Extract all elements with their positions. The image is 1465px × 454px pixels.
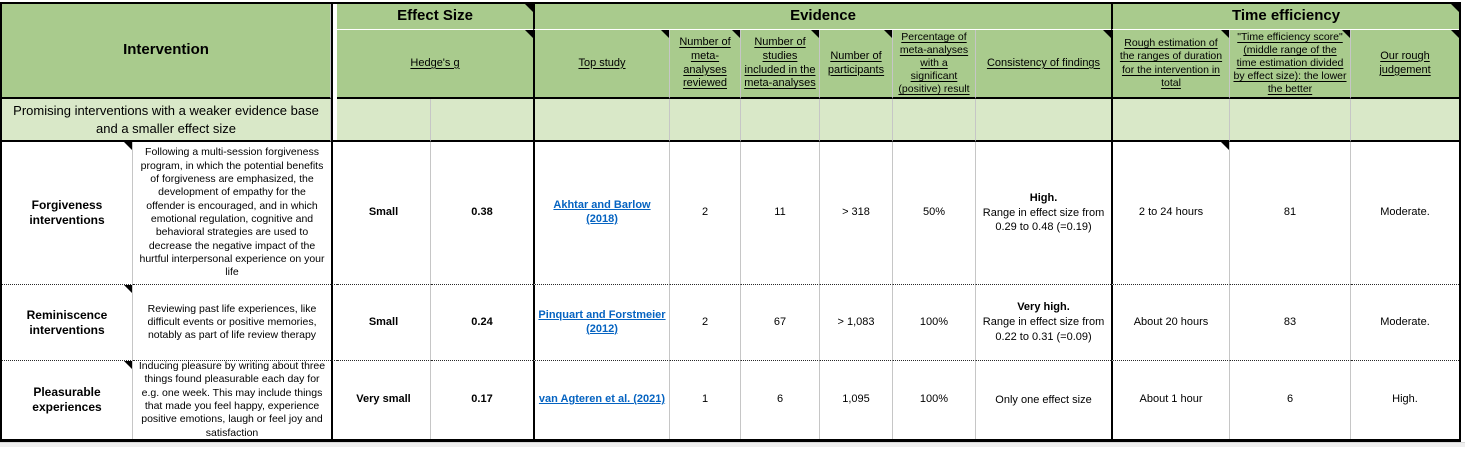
header-duration[interactable]: Rough estimation of the ranges of durati… [1111, 30, 1230, 99]
section-cell[interactable] [893, 99, 976, 142]
cell-row2-duration[interactable]: About 20 hours [1111, 285, 1230, 361]
comment-indicator-icon [525, 4, 533, 12]
comment-indicator-icon [1221, 142, 1229, 150]
top-study-link[interactable]: Akhtar and Barlow (2018) [553, 199, 651, 225]
cell-row1-description[interactable]: Following a multi-session forgiveness pr… [133, 142, 331, 285]
sheet-area-below-table [0, 442, 1465, 447]
cell-row2-consistency[interactable]: Very high. Range in effect size from 0.2… [976, 285, 1111, 361]
cell-row3-percentage[interactable]: 100% [893, 361, 976, 439]
section-cell[interactable] [431, 99, 533, 142]
header-group-effect-size[interactable]: Effect Size [337, 4, 533, 30]
comment-indicator-icon [884, 30, 892, 38]
comment-indicator-icon [525, 30, 533, 38]
cell-row1-judgement[interactable]: Moderate. [1351, 142, 1459, 285]
header-hedges-g[interactable]: Hedge's g [337, 30, 533, 99]
header-meta-analyses[interactable]: Number of meta-analyses reviewed [670, 30, 741, 99]
top-study-link[interactable]: van Agteren et al. (2021) [538, 393, 666, 406]
section-cell[interactable] [533, 99, 670, 142]
section-cell[interactable] [670, 99, 741, 142]
interventions-table: Intervention Effect Size Evidence Time e… [0, 2, 1461, 442]
header-score[interactable]: "Time efficiency score" (middle range of… [1230, 30, 1351, 99]
section-cell[interactable] [820, 99, 893, 142]
comment-indicator-icon [124, 142, 132, 150]
cell-row3-participants[interactable]: 1,095 [820, 361, 893, 439]
comment-indicator-icon [124, 285, 132, 293]
cell-row1-meta-analyses[interactable]: 2 [670, 142, 741, 285]
cell-row3-effect-label[interactable]: Very small [337, 361, 431, 439]
section-cell[interactable] [337, 99, 431, 142]
top-study-link[interactable]: Pinquart and Forstmeier (2012) [538, 308, 666, 335]
header-group-evidence[interactable]: Evidence [533, 4, 1111, 30]
comment-indicator-icon [1451, 30, 1459, 38]
cell-row2-percentage[interactable]: 100% [893, 285, 976, 361]
cell-row1-score[interactable]: 81 [1230, 142, 1351, 285]
cell-row3-studies[interactable]: 6 [741, 361, 820, 439]
cell-row1-hedges-g[interactable]: 0.38 [431, 142, 533, 285]
header-intervention[interactable]: Intervention [2, 4, 331, 99]
cell-row1-duration[interactable]: 2 to 24 hours [1111, 142, 1230, 285]
cell-row1-consistency[interactable]: High. Range in effect size from 0.29 to … [976, 142, 1111, 285]
header-studies[interactable]: Number of studies included in the meta-a… [741, 30, 820, 99]
cell-row2-name[interactable]: Reminiscence interventions [2, 285, 133, 361]
header-participants[interactable]: Number of participants [820, 30, 893, 99]
cell-row3-top-study[interactable]: van Agteren et al. (2021) [533, 361, 670, 439]
cell-row2-hedges-g[interactable]: 0.24 [431, 285, 533, 361]
section-cell[interactable] [976, 99, 1111, 142]
cell-row1-percentage[interactable]: 50% [893, 142, 976, 285]
section-title[interactable]: Promising interventions with a weaker ev… [2, 99, 331, 142]
comment-indicator-icon [661, 30, 669, 38]
cell-row2-description[interactable]: Reviewing past life experiences, like di… [133, 285, 331, 361]
cell-row2-meta-analyses[interactable]: 2 [670, 285, 741, 361]
cell-row3-description[interactable]: Inducing pleasure by writing about three… [133, 360, 331, 439]
cell-row2-participants[interactable]: > 1,083 [820, 285, 893, 361]
cell-row2-top-study[interactable]: Pinquart and Forstmeier (2012) [533, 285, 670, 361]
cell-row3-score[interactable]: 6 [1230, 361, 1351, 439]
comment-indicator-icon [1451, 4, 1459, 12]
section-cell[interactable] [1351, 99, 1459, 142]
header-judgement[interactable]: Our rough judgement [1351, 30, 1459, 99]
cell-row2-score[interactable]: 83 [1230, 285, 1351, 361]
comment-indicator-icon [1221, 30, 1229, 38]
header-group-time-efficiency[interactable]: Time efficiency [1111, 4, 1459, 30]
header-consistency[interactable]: Consistency of findings [976, 30, 1111, 99]
comment-indicator-icon [1342, 30, 1350, 38]
cell-row2-judgement[interactable]: Moderate. [1351, 285, 1459, 361]
section-cell[interactable] [741, 99, 820, 142]
cell-row3-judgement[interactable]: High. [1351, 361, 1459, 439]
cell-row2-studies[interactable]: 67 [741, 285, 820, 361]
comment-indicator-icon [1103, 30, 1111, 38]
cell-row3-meta-analyses[interactable]: 1 [670, 361, 741, 439]
cell-row1-participants[interactable]: > 318 [820, 142, 893, 285]
cell-row2-effect-label[interactable]: Small [337, 285, 431, 361]
cell-row3-hedges-g[interactable]: 0.17 [431, 361, 533, 439]
comment-indicator-icon [732, 30, 740, 38]
cell-row3-name[interactable]: Pleasurable experiences [2, 361, 133, 439]
cell-row3-consistency[interactable]: Only one effect size [976, 361, 1111, 439]
cell-row1-effect-label[interactable]: Small [337, 142, 431, 285]
comment-indicator-icon [124, 361, 132, 369]
cell-row3-duration[interactable]: About 1 hour [1111, 361, 1230, 439]
cell-row1-top-study[interactable]: Akhtar and Barlow (2018) [533, 142, 670, 285]
cell-row1-name[interactable]: Forgiveness interventions [2, 142, 133, 285]
section-cell[interactable] [1111, 99, 1230, 142]
header-top-study[interactable]: Top study [533, 30, 670, 99]
section-cell[interactable] [1230, 99, 1351, 142]
header-percentage[interactable]: Percentage of meta-analyses with a signi… [893, 30, 976, 99]
comment-indicator-icon [811, 30, 819, 38]
cell-row1-studies[interactable]: 11 [741, 142, 820, 285]
